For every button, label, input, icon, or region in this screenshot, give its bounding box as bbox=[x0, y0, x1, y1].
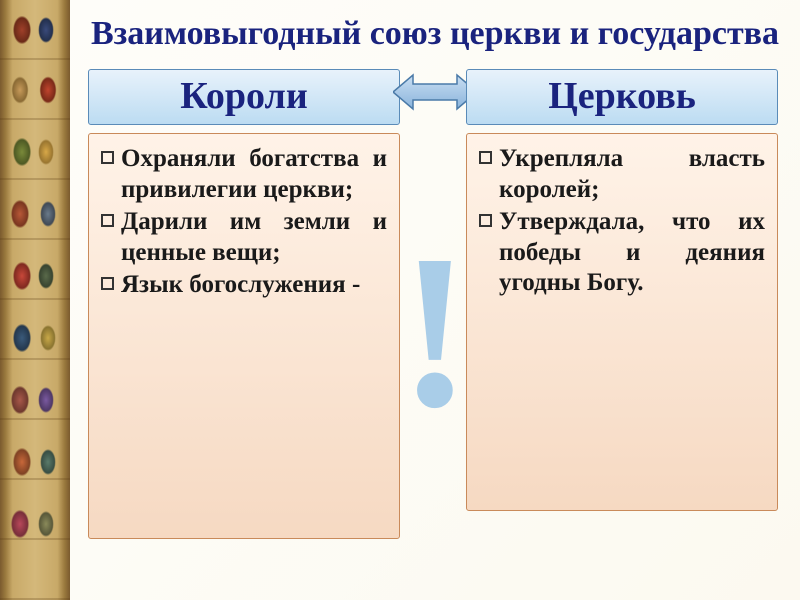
content-area: Взаимовыгодный союз церкви и государства… bbox=[70, 0, 800, 600]
slide: Взаимовыгодный союз церкви и государства… bbox=[0, 0, 800, 600]
exclamation-mark: ! bbox=[398, 243, 471, 419]
right-column-body: Укрепляла власть королей;Утверждала, что… bbox=[466, 133, 778, 511]
double-arrow-icon bbox=[393, 71, 477, 113]
left-column: Короли Охраняли богатства и привилегии ц… bbox=[88, 69, 400, 539]
right-list: Укрепляла власть королей;Утверждала, что… bbox=[479, 144, 765, 299]
list-item: Утверждала, что их победы и деяния угодн… bbox=[479, 207, 765, 299]
right-column-header: Церковь bbox=[466, 69, 778, 125]
right-column: Церковь Укрепляла власть королей;Утвержд… bbox=[466, 69, 778, 539]
left-column-header: Короли bbox=[88, 69, 400, 125]
left-list: Охраняли богатства и привилегии церкви;Д… bbox=[101, 144, 387, 301]
columns-container: Короли Охраняли богатства и привилегии ц… bbox=[70, 63, 800, 539]
list-item: Язык богослужения - bbox=[101, 270, 387, 301]
slide-title: Взаимовыгодный союз церкви и государства bbox=[70, 0, 800, 63]
list-item: Укрепляла власть королей; bbox=[479, 144, 765, 205]
list-item: Дарили им земли и ценные вещи; bbox=[101, 207, 387, 268]
decorative-sidebar bbox=[0, 0, 70, 600]
list-item: Охраняли богатства и привилегии церкви; bbox=[101, 144, 387, 205]
left-column-body: Охраняли богатства и привилегии церкви;Д… bbox=[88, 133, 400, 539]
